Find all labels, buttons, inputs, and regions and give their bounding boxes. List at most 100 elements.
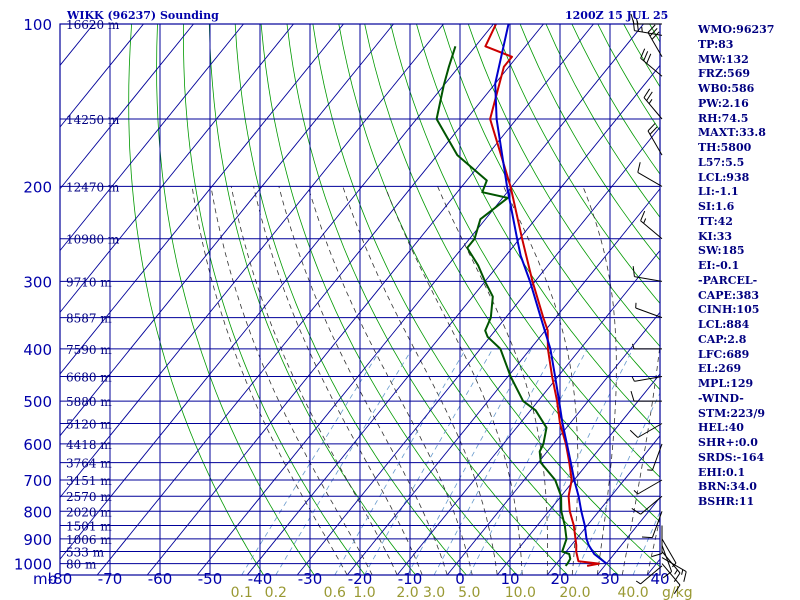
- height-label: 12470 m: [66, 180, 120, 194]
- temperature-tick-label: -10: [398, 570, 423, 588]
- temperature-tick-label: 10: [500, 570, 519, 588]
- dry-adiabat: [208, 24, 417, 575]
- pressure-label: 1000: [14, 556, 52, 574]
- mixing-ratio-line: [574, 392, 660, 575]
- dry-adiabat: [519, 24, 660, 261]
- temperature-tick-label: -70: [98, 570, 123, 588]
- height-label: 6680 m: [66, 371, 112, 385]
- wind-barb: [631, 495, 663, 515]
- mixing-ratio-line: [364, 348, 494, 575]
- stat-item: MAXT:33.8: [698, 126, 766, 140]
- height-label: 2570 m: [66, 490, 112, 504]
- wind-barb: [630, 13, 662, 25]
- wind-barb: [635, 302, 663, 319]
- pressure-label: 600: [23, 436, 52, 454]
- height-label: 5880 m: [66, 395, 112, 409]
- height-label: 14250 m: [66, 113, 120, 127]
- stat-item: SHR+:0.0: [698, 436, 758, 449]
- mixing-ratio-label: 1.0: [353, 585, 375, 600]
- mixing-ratio-label: 10.0: [505, 585, 536, 600]
- stat-item: L57:5.5: [698, 155, 745, 169]
- dry-adiabat: [182, 24, 366, 575]
- height-label: 533 m: [66, 546, 105, 560]
- stat-item: PW:2.16: [698, 96, 749, 110]
- wind-barb: [661, 545, 673, 579]
- mixing-ratio-label: 2.0: [396, 585, 418, 600]
- height-label: 80 m: [66, 558, 97, 572]
- wind-barb: [640, 48, 663, 77]
- mixing-ratio-label: 3.0: [423, 585, 445, 600]
- mixing-ratio-line: [241, 348, 382, 575]
- height-label: 10980 m: [66, 233, 120, 247]
- height-label: 3764 m: [66, 457, 112, 471]
- wind-barb: [640, 210, 663, 240]
- wind-barb: [641, 511, 663, 539]
- stat-item: SRDS:-164: [698, 450, 765, 464]
- stat-item: FRZ:569: [698, 67, 751, 81]
- wind-barb: [661, 563, 681, 594]
- stat-item: RH:74.5: [698, 111, 749, 125]
- wind-barb: [635, 565, 663, 585]
- stat-item: CAP:2.8: [698, 332, 747, 346]
- wind-barb: [643, 88, 663, 120]
- stat-item: CINH:105: [698, 303, 760, 317]
- dry-adiabat: [390, 24, 660, 478]
- dewpoint-profile: [435, 45, 572, 567]
- stat-item: HEL:40: [698, 421, 744, 435]
- height-label: 1006 m: [66, 533, 112, 547]
- wind-barb: [651, 525, 663, 557]
- wind-barb: [647, 24, 663, 58]
- temperature-tick-label: 30: [600, 570, 619, 588]
- stat-item: BSHR:11: [698, 495, 755, 508]
- wind-barb: [632, 266, 663, 282]
- parcel-profile: [494, 24, 608, 565]
- wind-barb: [647, 122, 663, 156]
- moist-adiabat: [307, 186, 473, 575]
- mixing-ratio-label: 0.2: [265, 585, 287, 600]
- dry-adiabat: [364, 24, 660, 523]
- mixing-ratio-line: [275, 348, 413, 575]
- stat-item: -PARCEL-: [698, 273, 758, 287]
- mixing-ratio-label: 0.6: [324, 585, 346, 600]
- moist-adiabat: [582, 186, 617, 575]
- isotherm: [60, 24, 244, 252]
- wind-barb: [637, 162, 663, 187]
- isotherm: [60, 24, 194, 190]
- pressure-label: 800: [23, 503, 52, 521]
- mixing-ratio-line: [433, 348, 556, 575]
- wind-barb: [633, 479, 663, 495]
- wind-barb: [632, 343, 662, 350]
- pressure-label: 700: [23, 472, 52, 490]
- isotherm: [396, 249, 660, 575]
- wind-barb: [629, 423, 663, 438]
- pressure-label: 900: [23, 531, 52, 549]
- stat-item: TT:42: [698, 214, 733, 228]
- temperature-tick-label: -20: [348, 570, 373, 588]
- stat-item: MW:132: [698, 52, 749, 66]
- mixing-ratio-label: 20.0: [559, 585, 590, 600]
- temperature-tick-label: -50: [198, 570, 223, 588]
- pressure-unit: mb: [33, 570, 57, 588]
- temperature-tick-label: -30: [298, 570, 323, 588]
- moist-adiabat: [253, 186, 423, 575]
- moist-adiabat: [278, 186, 448, 575]
- mixing-ratio-label: 0.1: [231, 585, 253, 600]
- pressure-label: 100: [23, 16, 52, 34]
- isotherm: [446, 311, 660, 575]
- plot-area: [60, 24, 660, 575]
- wind-barb: [661, 551, 681, 582]
- mixing-ratio-label: 40.0: [618, 585, 649, 600]
- stat-item: STM:223/9: [698, 406, 765, 420]
- height-label: 7590 m: [66, 343, 112, 357]
- isotherm: [346, 188, 660, 575]
- isotherm: [60, 24, 444, 499]
- height-label: 1501 m: [66, 520, 112, 534]
- dry-adiabat: [338, 24, 660, 568]
- stat-item: EHI:0.1: [698, 465, 746, 479]
- isotherm: [196, 24, 644, 575]
- moist-adiabat: [230, 186, 398, 575]
- height-label: 5120 m: [66, 418, 112, 432]
- temperature-tick-label: 0: [455, 570, 465, 588]
- wind-barbs: [629, 13, 687, 594]
- temperature-tick-label: 40: [650, 570, 669, 588]
